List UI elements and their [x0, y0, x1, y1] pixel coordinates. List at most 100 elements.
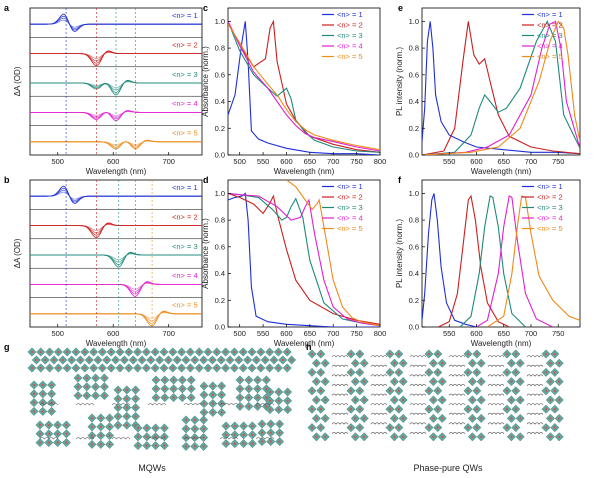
octahedron-unit	[91, 391, 101, 401]
octahedron-unit	[181, 441, 191, 451]
organic-chain	[219, 437, 239, 440]
octahedron-unit	[199, 424, 209, 434]
octahedron-unit	[355, 349, 365, 359]
atom	[114, 358, 117, 362]
octahedron-unit	[169, 384, 179, 394]
octahedron-unit	[316, 386, 326, 396]
row-label: <n> = 2	[172, 40, 198, 49]
phase-pure-lattice	[307, 349, 564, 442]
octahedron-unit	[113, 411, 123, 421]
atom	[471, 435, 474, 438]
panel-label-d: d	[203, 175, 209, 185]
octahedron-unit	[36, 347, 46, 357]
octahedron-unit	[150, 347, 160, 357]
atom	[268, 350, 271, 354]
atom	[324, 398, 327, 402]
atom	[471, 398, 474, 402]
octahedron-unit	[394, 386, 404, 396]
y-tick-label: 0.2	[409, 124, 419, 133]
octahedron-unit	[545, 358, 555, 368]
atom	[349, 426, 353, 429]
x-tick-label: 800	[374, 329, 387, 338]
trace-3	[30, 251, 202, 268]
octahedron-unit	[273, 347, 283, 357]
atom	[432, 362, 435, 365]
octahedron-unit	[160, 384, 170, 394]
atom	[76, 376, 80, 380]
atom	[57, 366, 60, 370]
atom	[171, 350, 174, 354]
octahedron-unit	[97, 363, 107, 373]
octahedron-unit	[424, 404, 434, 414]
atom	[260, 422, 264, 426]
atom	[286, 390, 289, 394]
chart-b: <n> = 1 <n> = 2 <n> = 3 <n> = 4 <n> = 5 500 60…	[13, 179, 203, 348]
octahedron-unit	[186, 375, 196, 385]
atom	[202, 358, 205, 362]
octahedron-unit	[389, 432, 399, 442]
trace-4	[30, 282, 202, 290]
series-line-4	[228, 21, 380, 152]
organic-chain	[448, 364, 466, 368]
atom	[206, 366, 210, 370]
octahedron-unit	[346, 386, 356, 396]
atom	[519, 398, 522, 402]
octahedron-unit	[266, 428, 276, 438]
atom	[510, 435, 513, 438]
atom	[393, 398, 396, 402]
atom	[310, 426, 314, 429]
organic-chain	[526, 384, 544, 387]
atom	[260, 431, 264, 434]
atom	[393, 417, 396, 420]
octahedron-unit	[141, 363, 151, 373]
atom	[47, 441, 50, 444]
x-tick-label: 700	[162, 329, 175, 338]
y-axis-label: Absorbance (norm.)	[201, 218, 210, 289]
atom	[193, 445, 196, 448]
atom	[319, 371, 322, 374]
octahedron-unit	[151, 432, 161, 442]
atom	[184, 427, 188, 430]
x-tick-label: 650	[304, 329, 317, 338]
legend-label: <n> = 4	[337, 214, 363, 223]
octahedron-unit	[476, 413, 486, 423]
atom	[90, 443, 94, 446]
octahedron-unit	[62, 347, 72, 357]
atom	[116, 415, 120, 418]
octahedron-unit	[159, 432, 169, 442]
atom	[310, 408, 314, 411]
octahedron-unit	[163, 355, 173, 365]
octahedron-unit	[221, 430, 231, 440]
row-label: <n> = 5	[172, 301, 198, 310]
organic-chain	[487, 364, 505, 368]
organic-chain	[255, 403, 275, 406]
atom	[247, 378, 250, 382]
octahedron-unit	[133, 441, 143, 451]
legend-label: <n> = 5	[537, 224, 563, 233]
atom	[286, 399, 289, 402]
octahedron-unit	[96, 422, 106, 432]
atom	[441, 380, 444, 383]
octahedron-unit	[105, 422, 115, 432]
octahedron-unit	[159, 423, 169, 433]
octahedron-unit	[199, 441, 209, 451]
octahedron-unit	[265, 387, 275, 397]
y-tick-label: 0.8	[215, 44, 225, 53]
legend-label: <n> = 4	[537, 214, 563, 223]
octahedron-unit	[122, 394, 132, 404]
atom	[544, 408, 548, 411]
atom	[427, 371, 431, 374]
octahedron-unit	[80, 363, 90, 373]
atom	[211, 402, 214, 405]
octahedron-unit	[75, 355, 85, 365]
atom	[224, 442, 228, 445]
series-line-5	[422, 20, 580, 155]
atom	[184, 445, 188, 448]
octahedron-unit	[217, 381, 227, 391]
atom	[85, 394, 88, 397]
octahedron-unit	[221, 421, 231, 431]
y-tick-label: 1.0	[215, 17, 225, 26]
y-tick-label: 0.8	[409, 44, 419, 53]
atom	[427, 408, 431, 411]
atom	[544, 352, 548, 356]
